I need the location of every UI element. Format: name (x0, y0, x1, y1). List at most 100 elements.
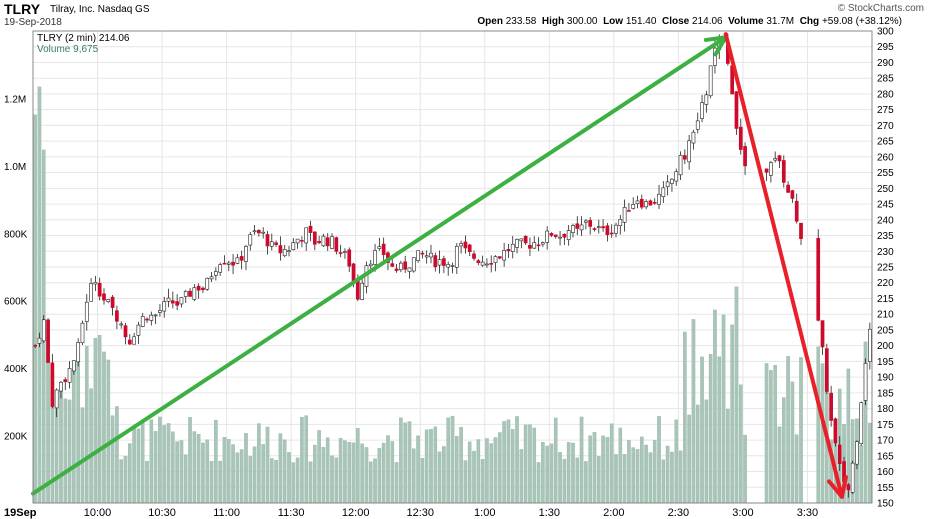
candle-body (601, 226, 605, 229)
price-tick-label: 225 (877, 263, 894, 274)
volume-bar (33, 114, 37, 504)
volume-bar (37, 86, 42, 504)
candle-body (222, 262, 227, 265)
volume-bar (226, 439, 231, 504)
volume-bar (562, 459, 567, 504)
volume-bar (278, 433, 283, 504)
volume-bar (467, 441, 472, 504)
candle-body (855, 441, 859, 465)
candle-body (670, 178, 674, 184)
volume-bar (158, 416, 162, 504)
volume-bar (485, 438, 489, 504)
price-tick-label: 295 (877, 42, 894, 53)
candle-body (472, 253, 476, 259)
volume-bar (248, 456, 253, 504)
volume-bar (416, 435, 420, 504)
volume-bar (407, 421, 412, 504)
volume-bar (446, 417, 450, 504)
volume-bar (674, 419, 679, 504)
volume-bar (575, 457, 580, 504)
time-tick-label: 1:30 (539, 507, 560, 519)
volume-axis: 200K 400K 600K 800K 1.0M 1.2M (4, 94, 28, 442)
candle-body (343, 251, 347, 253)
volume-bar (192, 431, 197, 504)
candle-body (355, 280, 360, 300)
volume-tick-label: 200K (4, 432, 28, 443)
volume-bar (657, 416, 661, 504)
company-line: Tilray, Inc. Nasdaq GS (50, 4, 150, 15)
candle-body (41, 319, 46, 342)
candle-body (381, 243, 386, 255)
candle-body (218, 264, 223, 273)
volume-bar (588, 435, 592, 504)
candle-body (575, 223, 580, 229)
volume-bar (721, 314, 726, 504)
volume-bar (67, 399, 72, 504)
volume-bar (390, 441, 395, 504)
chart-date: 19-Sep-2018 (4, 17, 62, 28)
candle-body (769, 162, 773, 176)
volume-bar (678, 450, 683, 504)
candle-body (308, 225, 313, 233)
candle-body (46, 319, 50, 363)
volume-bar (63, 398, 68, 504)
candle-body (377, 246, 382, 249)
volume-bar (239, 449, 244, 504)
volume-tick-label: 600K (4, 297, 28, 308)
candle-body (269, 241, 274, 247)
volume-bar (196, 434, 201, 504)
price-legend: TLRY (2 min) 214.06 (37, 33, 130, 44)
volume-bar (80, 407, 85, 504)
price-tick-label: 215 (877, 294, 894, 305)
candle-body (777, 155, 782, 162)
volume-bar (635, 449, 640, 504)
exchange-name: Nasdaq GS (97, 4, 150, 15)
volume-bar (119, 459, 124, 504)
candle-body (153, 314, 158, 317)
candle-body (743, 146, 747, 167)
volume-bar (846, 368, 851, 504)
candle-body (205, 277, 210, 290)
red-arrow-head (827, 479, 844, 499)
volume-bar (493, 437, 498, 504)
candle-body (859, 402, 864, 445)
candle-body (300, 240, 304, 242)
volume-bar (145, 461, 149, 504)
candle-body (170, 300, 175, 304)
candle-body (325, 237, 330, 247)
candle-body (304, 227, 309, 244)
plot-frame (32, 30, 873, 504)
volume-bar (652, 439, 657, 504)
candle-body (652, 202, 657, 204)
candle-body (493, 256, 498, 263)
candle-body (566, 230, 571, 240)
candle-body (558, 236, 562, 239)
candle-body (67, 368, 72, 383)
price-tick-label: 230 (877, 247, 894, 258)
volume-bar (338, 438, 343, 504)
candle-body (127, 339, 132, 345)
volume-bar (541, 442, 545, 504)
candle-body (80, 322, 85, 344)
candle-body (773, 158, 778, 161)
volume-bar (183, 454, 188, 504)
candle-body (226, 262, 231, 265)
candle-body (459, 243, 463, 247)
volume-bar (455, 436, 459, 504)
price-tick-label: 190 (877, 373, 894, 384)
candle-body (399, 262, 403, 271)
ohlc-summary: Open 233.58 High 300.00 Low 151.40 Close… (477, 16, 902, 27)
price-tick-label: 280 (877, 89, 894, 100)
brand-watermark: © StockCharts.com (837, 3, 924, 14)
candle-body (489, 263, 494, 265)
volume-bar (399, 417, 403, 504)
candle-body (536, 244, 541, 247)
candle-body (394, 268, 399, 271)
candle-body (510, 243, 515, 252)
candle-body (833, 418, 838, 444)
candle-body (321, 235, 326, 247)
volume-bar (579, 416, 584, 504)
red-arrow-shaft (723, 32, 844, 499)
candle-body (132, 336, 136, 345)
volume-bar (601, 435, 605, 504)
